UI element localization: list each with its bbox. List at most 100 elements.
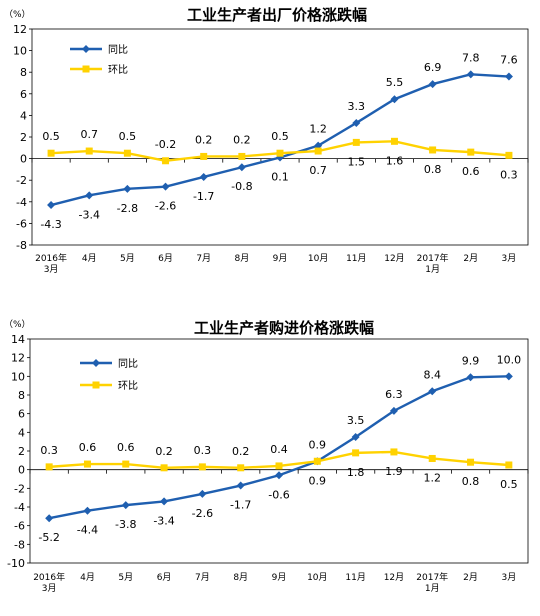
- x-tick-label: 2月: [463, 253, 478, 264]
- data-label-yoy: -1.7: [230, 499, 251, 512]
- data-point-yoy: [45, 514, 54, 523]
- x-tick-label: 2月: [463, 572, 478, 583]
- data-label-yoy: -4.4: [77, 524, 98, 537]
- data-point-mom: [314, 147, 322, 155]
- legend-label-yoy: 同比: [118, 358, 138, 370]
- data-label-mom: 1.9: [385, 465, 403, 478]
- data-label-mom: 0.2: [155, 445, 173, 458]
- x-tick-line: 12月: [384, 253, 404, 264]
- data-point-yoy: [390, 95, 399, 104]
- x-tick-label: 4月: [80, 572, 95, 583]
- y-tick-label: 2: [20, 131, 27, 144]
- data-label-yoy: -1.7: [193, 190, 214, 203]
- x-tick-line: 1月: [425, 583, 440, 594]
- x-tick-line: 7月: [195, 572, 210, 583]
- x-tick-line: 2月: [463, 253, 478, 264]
- data-label-yoy: 5.5: [386, 76, 404, 89]
- x-tick-label: 10月: [307, 572, 327, 583]
- chart-title: 工业生产者购进价格涨跌幅: [194, 319, 374, 337]
- data-point-yoy: [85, 191, 94, 200]
- x-tick-label: 5月: [118, 572, 133, 583]
- data-label-yoy: -2.6: [155, 200, 176, 213]
- x-tick-label: 11月: [345, 572, 365, 583]
- data-label-mom: 0.5: [42, 130, 60, 143]
- y-tick-label: 4: [20, 109, 27, 122]
- legend-label-yoy: 同比: [108, 44, 128, 56]
- data-label-mom: 1.8: [347, 466, 365, 479]
- x-tick-label: 8月: [233, 572, 248, 583]
- data-point-mom: [162, 157, 170, 165]
- data-label-mom: 0.5: [500, 478, 518, 491]
- data-point-mom: [390, 448, 398, 456]
- chart-2: 工业生产者购进价格涨跌幅 （%） -10 -8 -6 -4 -2 0 2 4 6 8 10 12 14 201…: [4, 319, 529, 594]
- data-point-mom: [83, 460, 91, 468]
- data-label-mom: 0.2: [195, 133, 213, 146]
- y-tick-label: 4: [18, 426, 25, 439]
- data-label-mom: 0.9: [309, 438, 327, 451]
- data-label-yoy: 8.4: [423, 368, 441, 381]
- y-tick-label: 0: [20, 153, 27, 166]
- y-tick-label: 10: [13, 45, 27, 58]
- data-point-mom: [47, 149, 55, 157]
- y-tick-label: -8: [14, 538, 25, 551]
- data-point-mom: [160, 464, 168, 472]
- y-tick-label: 12: [13, 23, 27, 36]
- data-label-yoy: -0.8: [231, 180, 252, 193]
- y-tick-label: -6: [16, 217, 27, 230]
- data-label-yoy: -5.2: [38, 531, 59, 544]
- data-point-yoy: [83, 506, 92, 515]
- y-tick-label: -2: [16, 174, 27, 187]
- y-tick-label: 2: [18, 445, 25, 458]
- data-label-mom: 0.5: [119, 130, 137, 143]
- x-tick-line: 4月: [82, 253, 97, 264]
- data-point-yoy: [352, 118, 361, 127]
- x-tick-line: 2016年: [35, 252, 67, 264]
- legend-marker-yoy: [92, 359, 100, 367]
- x-tick-line: 6月: [158, 253, 173, 264]
- data-label-mom: 0.8: [424, 163, 442, 176]
- y-tick-label: 14: [11, 333, 25, 346]
- data-point-yoy: [121, 501, 130, 510]
- data-label-mom: 0.6: [79, 441, 97, 454]
- x-tick-line: 2017年: [417, 252, 449, 264]
- data-label-yoy: 0.1: [271, 171, 289, 184]
- x-tick-label: 9月: [272, 572, 287, 583]
- data-point-mom: [123, 149, 131, 157]
- x-tick-line: 5月: [118, 572, 133, 583]
- y-tick-label: -8: [16, 239, 27, 252]
- data-label-yoy: -2.8: [117, 202, 138, 215]
- x-tick-label: 7月: [196, 253, 211, 264]
- x-tick-line: 9月: [273, 253, 288, 264]
- data-point-yoy: [237, 163, 246, 172]
- data-point-yoy: [161, 182, 170, 191]
- x-tick-label: 4月: [82, 253, 97, 264]
- data-label-mom: 0.8: [462, 475, 480, 488]
- series-mom: 0.3 0.6 0.6 0.2 0.3 0.2 0.4 0.9 1.8 1.9 1.2 0.8 0.5: [40, 438, 517, 491]
- data-label-mom: -0.2: [155, 138, 176, 151]
- data-point-mom: [505, 151, 513, 159]
- data-point-yoy: [236, 481, 245, 490]
- data-label-yoy: -2.6: [192, 507, 213, 520]
- x-tick-line: 2月: [463, 572, 478, 583]
- data-label-mom: 0.5: [271, 130, 289, 143]
- data-point-yoy: [428, 80, 437, 89]
- data-point-mom: [276, 149, 284, 157]
- data-point-mom: [200, 152, 208, 160]
- data-point-mom: [428, 454, 436, 462]
- data-point-yoy: [123, 184, 132, 193]
- data-point-mom: [505, 461, 513, 469]
- data-label-yoy: 6.9: [424, 61, 442, 74]
- x-tick-label: 2017年 1月: [416, 571, 448, 594]
- data-point-yoy: [466, 373, 475, 382]
- legend-marker-mom: [82, 65, 90, 73]
- data-point-mom: [198, 463, 206, 471]
- y-tick-label: 10: [11, 370, 25, 383]
- data-label-mom: 0.4: [270, 443, 288, 456]
- x-tick-line: 10月: [308, 253, 328, 264]
- data-label-yoy: 9.9: [462, 354, 480, 367]
- y-tick-label: 12: [11, 352, 25, 365]
- data-label-yoy: 10.0: [497, 353, 522, 366]
